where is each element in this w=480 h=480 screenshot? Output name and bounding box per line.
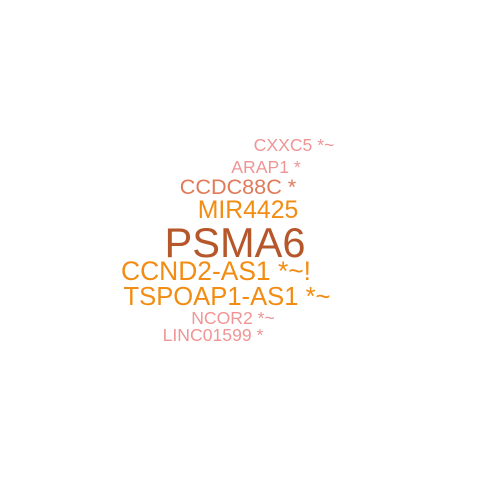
word-ccdc88c: CCDC88C * bbox=[180, 174, 297, 199]
word-ncor2: NCOR2 *~ bbox=[191, 308, 275, 328]
word-ccnd2-as1: CCND2-AS1 *~! bbox=[121, 256, 311, 286]
word-mir4425: MIR4425 bbox=[198, 197, 299, 224]
word-cxxc5: CXXC5 *~ bbox=[254, 135, 335, 155]
word-linc01599: LINC01599 * bbox=[163, 325, 264, 345]
word-arap1: ARAP1 * bbox=[231, 157, 301, 177]
word-psma6: PSMA6 bbox=[164, 219, 305, 266]
word-tspoap1-as1: TSPOAP1-AS1 *~ bbox=[124, 283, 331, 311]
